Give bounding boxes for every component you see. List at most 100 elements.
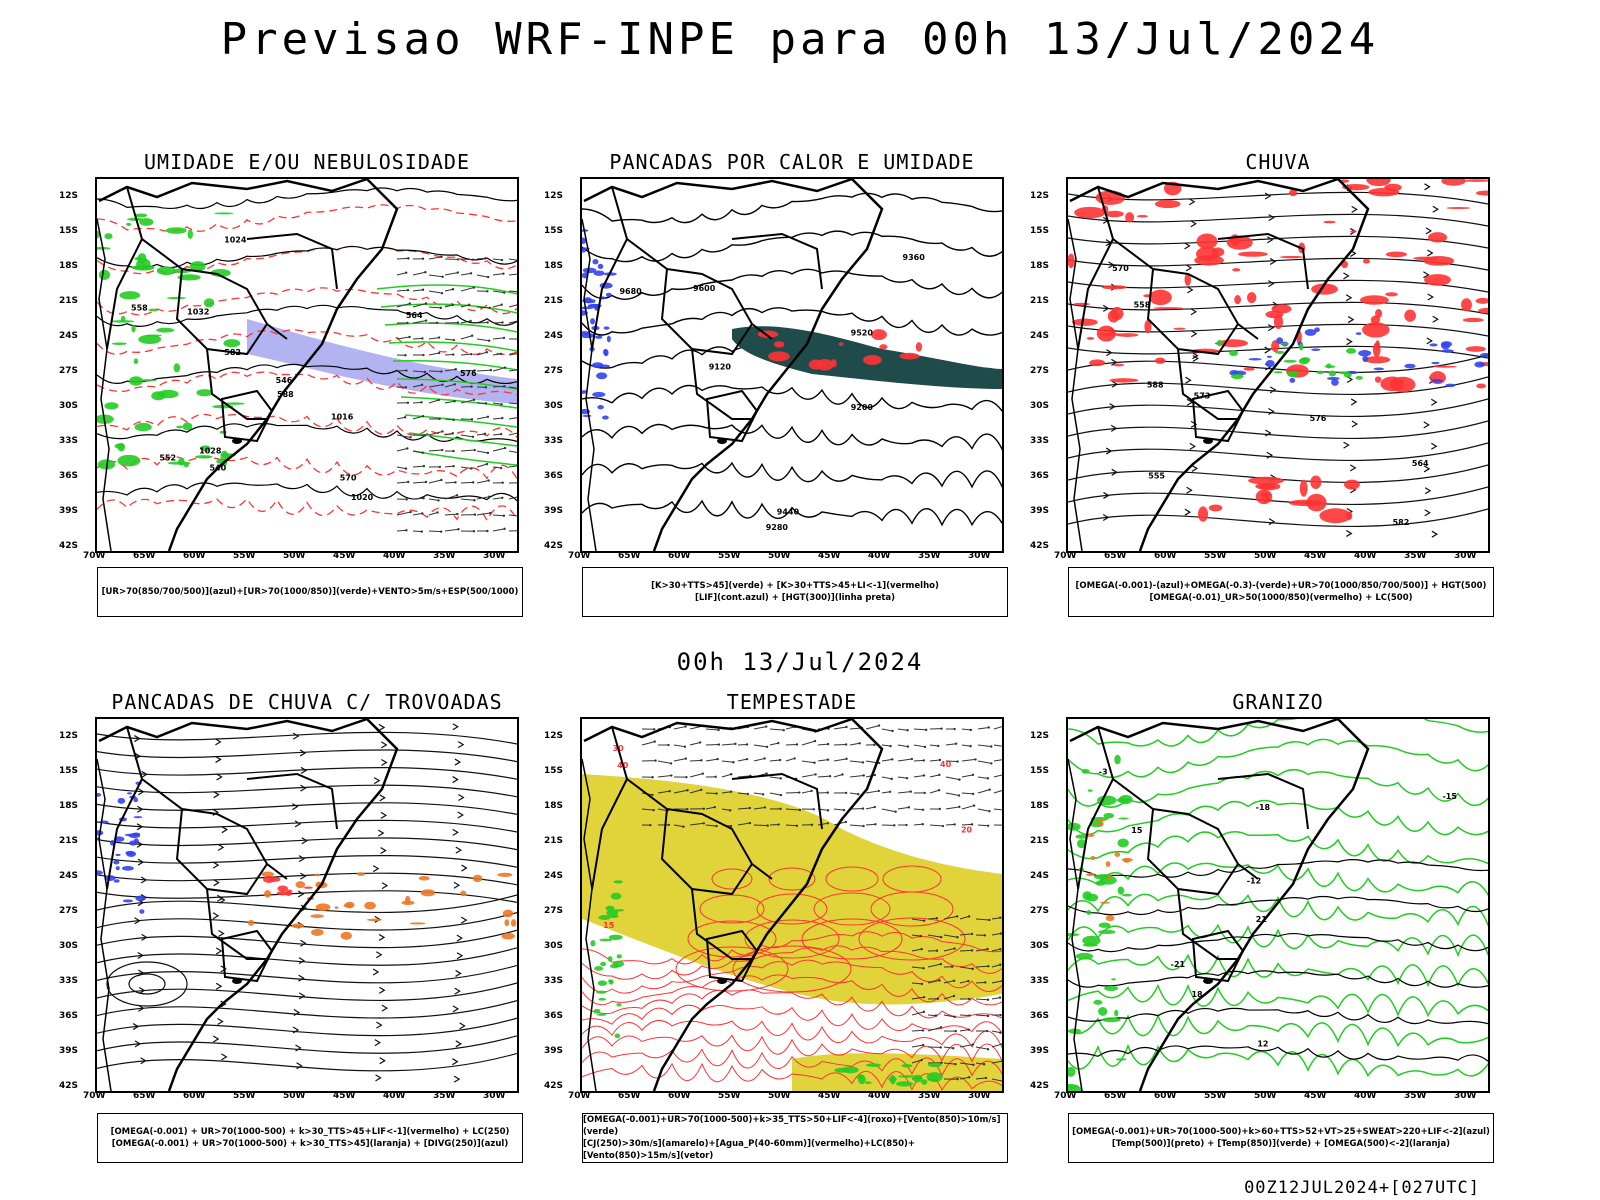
contour-label: 546 [276,376,293,385]
map-canvas: 582 588 576 570 564 558 555 573 [1066,177,1490,553]
lon-tick-label: 30W [483,1091,506,1101]
lat-tick-label: 42S [1030,541,1050,551]
contour-label: 12 [1257,1039,1268,1048]
contour-label: 588 [277,390,294,399]
legend-line: [OMEGA(-0.001)+UR>70(1000-500)+k>35_TTS>… [583,1115,1001,1137]
contour-label: 9360 [903,253,926,262]
contour-label: 1032 [187,307,209,316]
legend-line: [K>30+TTS>45](verde) + [K>30+TTS>45+LI<-… [651,581,939,591]
lon-tick-label: 65W [133,1091,156,1101]
map-canvas: -12 -15 -18 -21 -3 12 15 18 21 [1066,717,1490,1093]
legend-line: [UR>70(850/700/500)](azul)+[UR>70(1000/8… [101,587,519,597]
contour-label: 9600 [693,284,716,293]
legend-line: [OMEGA(-0.01)_UR>50(1000/850)(vermelho) … [1149,593,1413,603]
lat-tick-label: 27S [544,906,564,916]
lat-tick-label: 21S [1030,836,1050,846]
panel-legend: [UR>70(850/700/500)](azul)+[UR>70(1000/8… [97,567,523,617]
lon-tick-label: 50W [768,1091,791,1101]
coastline [1069,179,1370,551]
legend-line: [LIF](cont.azul) + [HGT(300)](linha pret… [694,593,896,603]
lon-tick-label: 60W [668,551,691,561]
legend-line: [CJ(250)>30m/s](amarelo)+[Agua_P(40-60mm… [583,1139,916,1161]
coastline [98,179,399,551]
run-footer: 00Z12JUL2024+[027UTC] [1244,1178,1480,1198]
lon-tick-label: 50W [1254,1091,1277,1101]
legend-line: [OMEGA(-0.001) + UR>70(1000-500) + k>30_… [111,1139,509,1149]
lat-tick-label: 27S [1030,366,1050,376]
legend-line: [OMEGA(-0.001)+UR>70(1000-500)+k>60+TTS>… [1072,1127,1490,1137]
lon-tick-label: 70W [83,551,106,561]
contour-label: 588 [1147,381,1164,390]
panel-legend: [OMEGA(-0.001)-(azul)+OMEGA(-0.3)-(verde… [1068,567,1494,617]
lat-tick-label: 15S [59,226,79,236]
lon-tick-label: 50W [283,551,306,561]
lon-tick-label: 55W [1204,551,1227,561]
contour-label: 576 [1310,414,1327,423]
contour-label: 552 [159,453,176,462]
lat-tick-label: 27S [59,366,79,376]
lon-tick-label: 35W [433,1091,456,1101]
legend-line: [Temp(500)](preto) + [Temp(850)](verde) … [1111,1139,1451,1149]
lat-tick-label: 12S [544,731,564,741]
lon-tick-label: 45W [818,551,841,561]
contour-label: -18 [1256,803,1271,812]
lat-tick-label: 21S [544,296,564,306]
lon-tick-label: 55W [1204,1091,1227,1101]
coastline [583,719,884,1091]
lat-tick-label: 42S [544,541,564,551]
lat-tick-label: 39S [59,506,79,516]
lon-tick-label: 65W [133,551,156,561]
contour-label: 1024 [224,236,247,245]
lon-tick-label: 35W [433,551,456,561]
panel-title: TEMPESTADE [726,690,858,714]
lat-tick-label: 27S [59,906,79,916]
lat-tick-label: 24S [1030,871,1050,881]
contour-label: 20 [961,825,973,834]
contour-label: 21 [1256,915,1268,924]
lat-tick-label: 36S [544,1011,564,1021]
contour-label: 570 [340,473,357,482]
lon-tick-label: 30W [968,551,991,561]
contour-label: 558 [131,304,148,313]
lat-tick-label: 12S [59,731,79,741]
lon-tick-label: 40W [868,551,891,561]
lon-tick-label: 65W [618,551,641,561]
contour-label: 564 [1412,459,1429,468]
lat-tick-label: 12S [1030,731,1050,741]
lat-tick-label: 12S [59,191,79,201]
contour-label: 9200 [851,403,874,412]
contour-label: 1016 [331,413,354,422]
lon-tick-label: 30W [1454,1091,1477,1101]
lon-tick-label: 50W [283,1091,306,1101]
lat-tick-label: 30S [544,401,564,411]
lon-tick-label: 30W [1454,551,1477,561]
lat-tick-label: 21S [1030,296,1050,306]
lon-tick-label: 45W [1304,1091,1327,1101]
lat-tick-label: 18S [59,261,79,271]
lon-tick-label: 70W [568,551,591,561]
contour-label: 570 [1112,264,1129,273]
contour-label: 15 [1131,826,1143,835]
contour-label: 9680 [619,287,642,296]
lat-tick-label: 27S [544,366,564,376]
lat-tick-label: 36S [1030,471,1050,481]
lat-tick-label: 33S [59,976,79,986]
contour-label: 9120 [709,363,732,372]
lon-tick-label: 45W [818,1091,841,1101]
contour-label: -21 [1171,960,1186,969]
lon-tick-label: 40W [1354,551,1377,561]
lon-tick-label: 60W [668,1091,691,1101]
lat-tick-label: 39S [1030,1046,1050,1056]
lat-tick-label: 30S [1030,401,1050,411]
lon-tick-label: 65W [618,1091,641,1101]
lon-tick-label: 55W [233,551,256,561]
lat-tick-label: 15S [1030,766,1050,776]
map-canvas: 9680 9600 9520 9440 9360 9280 9200 9120 [580,177,1004,553]
lon-tick-label: 60W [1154,1091,1177,1101]
lat-tick-label: 36S [544,471,564,481]
lat-tick-label: 33S [544,976,564,986]
lat-tick-label: 24S [544,331,564,341]
lon-tick-label: 65W [1104,1091,1127,1101]
lon-tick-label: 55W [233,1091,256,1101]
lon-tick-label: 70W [568,1091,591,1101]
